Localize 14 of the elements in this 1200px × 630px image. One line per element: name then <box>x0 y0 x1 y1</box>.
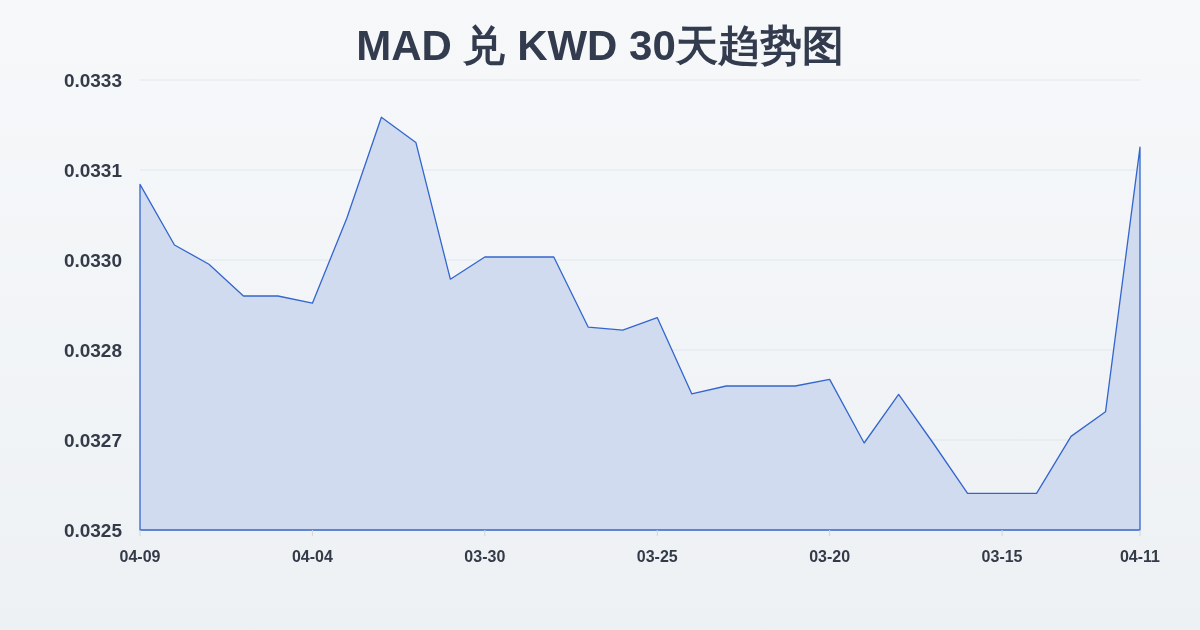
x-tick-label: 03-15 <box>981 547 1023 565</box>
y-tick-label: 0.0325 <box>63 519 123 541</box>
x-tick-label: 03-30 <box>464 547 506 565</box>
chart-title: MAD 兑 KWD 30天趋势图 <box>356 21 844 69</box>
x-tick-label: 04-11 <box>1119 547 1161 565</box>
y-tick-label: 0.0328 <box>63 339 122 361</box>
x-tick-label: 03-20 <box>809 547 851 565</box>
y-tick-label: 0.0331 <box>63 159 123 181</box>
x-tick-label: 04-04 <box>291 547 333 565</box>
y-tick-label: 0.0333 <box>63 69 122 91</box>
x-tick-label: 03-25 <box>636 547 678 565</box>
y-tick-label: 0.0327 <box>63 429 122 451</box>
x-tick-label: 04-09 <box>119 547 161 565</box>
y-tick-label: 0.0330 <box>63 249 122 271</box>
